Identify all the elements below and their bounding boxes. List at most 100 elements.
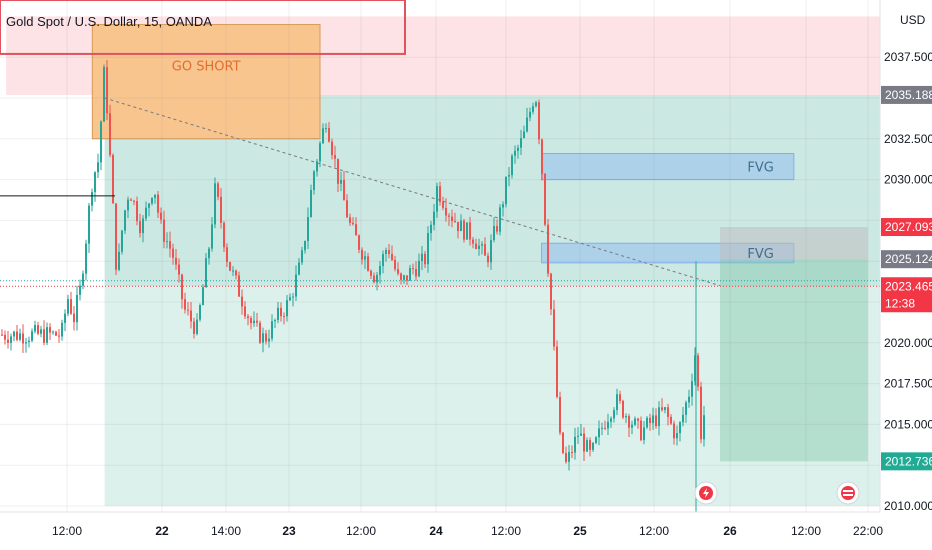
candle xyxy=(16,324,18,342)
candle xyxy=(313,169,315,195)
candle xyxy=(691,373,693,406)
price-tick-label: 2017.500 xyxy=(884,377,932,391)
price-tag[interactable]: 2023.465 xyxy=(881,277,932,296)
candle xyxy=(52,330,54,335)
candle xyxy=(148,202,150,217)
candle-body xyxy=(598,428,600,438)
candle-body xyxy=(688,396,690,403)
flag-icon[interactable] xyxy=(836,481,860,505)
candle xyxy=(67,294,69,317)
candle xyxy=(481,241,483,255)
candle xyxy=(658,401,660,436)
candle-body xyxy=(643,427,645,441)
candle xyxy=(277,301,279,324)
candle-body xyxy=(703,415,705,440)
candle-body xyxy=(37,325,39,334)
candle xyxy=(592,441,594,452)
candle xyxy=(556,340,558,399)
candle xyxy=(442,196,444,211)
candle-body xyxy=(517,147,519,151)
candle xyxy=(94,171,96,202)
candle xyxy=(544,173,546,227)
candle-body xyxy=(565,452,567,462)
candle-body xyxy=(673,423,675,439)
candle xyxy=(628,413,630,437)
candle xyxy=(151,197,153,206)
candle xyxy=(235,269,237,280)
price-tick-label: 2030.000 xyxy=(884,173,932,187)
price-tick-label: 2015.000 xyxy=(884,417,932,431)
price-tag[interactable]: 2035.188 xyxy=(881,85,932,104)
candle-body xyxy=(694,355,696,382)
price-tag[interactable]: 2012.736 xyxy=(881,452,932,471)
drawing-zones[interactable] xyxy=(0,0,881,506)
candle-body xyxy=(682,414,684,423)
price-tag-value: 2012.736 xyxy=(885,454,932,468)
price-tag-bg xyxy=(881,250,932,269)
red-zone-outline[interactable] xyxy=(0,0,406,55)
candle-body xyxy=(331,141,333,156)
candle-body xyxy=(619,394,621,401)
candle-body xyxy=(112,155,114,204)
candle-body xyxy=(433,211,435,225)
candle xyxy=(307,207,309,249)
candle xyxy=(511,153,513,179)
candle-body xyxy=(484,244,486,256)
candle xyxy=(427,226,429,273)
candle xyxy=(355,217,357,236)
price-tag-bg xyxy=(881,218,932,237)
candle-body xyxy=(160,212,162,220)
go-short-box[interactable] xyxy=(91,24,321,140)
price-tag[interactable]: 2027.093 xyxy=(881,218,932,237)
time-tick-label: 24 xyxy=(429,524,443,538)
candle xyxy=(217,181,219,201)
price-axis[interactable]: USD 2010.000 2015.000 2017.500 2020.000 2030.… xyxy=(879,0,932,550)
drawing-overlays[interactable]: GO SHORT FVG FVG xyxy=(0,59,880,512)
candle xyxy=(499,204,501,236)
candle-body xyxy=(382,253,384,267)
candle-body xyxy=(406,275,408,281)
candle-body xyxy=(190,310,192,322)
candle xyxy=(700,381,702,444)
candle xyxy=(571,445,573,459)
candle xyxy=(703,405,705,447)
candle xyxy=(325,123,327,133)
candle-body xyxy=(121,230,123,252)
candle-body xyxy=(61,322,63,337)
symbol-title[interactable]: Gold Spot / U.S. Dollar, 15, OANDA xyxy=(6,14,212,29)
candle-body xyxy=(172,248,174,258)
price-tag-bg xyxy=(881,294,932,313)
profit-zone-lower[interactable] xyxy=(104,286,881,506)
candle xyxy=(211,217,213,252)
candle-body xyxy=(658,407,660,427)
candle-body xyxy=(52,331,54,333)
candle-body xyxy=(397,269,399,274)
candle-body xyxy=(136,201,138,222)
candle-body xyxy=(100,121,102,163)
trend-line[interactable] xyxy=(104,97,721,287)
price-tick-label: 2020.000 xyxy=(884,336,932,350)
candle xyxy=(163,210,165,249)
candle xyxy=(19,328,21,342)
candle-body xyxy=(94,172,96,193)
candle-body xyxy=(574,436,576,453)
candle-body xyxy=(130,199,132,201)
price-tag[interactable]: 12:38 xyxy=(881,294,932,313)
trade-box-target[interactable] xyxy=(720,259,868,462)
candle-body xyxy=(568,451,570,462)
candle-body xyxy=(451,216,453,222)
candle-body xyxy=(535,102,537,107)
price-tag[interactable]: 2025.124 xyxy=(881,250,932,269)
candle xyxy=(310,184,312,218)
alert-icon[interactable] xyxy=(694,481,718,505)
trade-box-stop[interactable] xyxy=(720,227,868,260)
candle-body xyxy=(379,266,381,275)
time-axis[interactable]: 12:00 22 14:00 23 12:00 24 12:00 25 12:00 26 12:00… xyxy=(0,511,883,550)
candle xyxy=(121,230,123,255)
candle-body xyxy=(70,299,72,314)
candle xyxy=(466,222,468,240)
candle-body xyxy=(124,210,126,231)
candle-body xyxy=(319,143,321,162)
candle-body xyxy=(556,346,558,397)
